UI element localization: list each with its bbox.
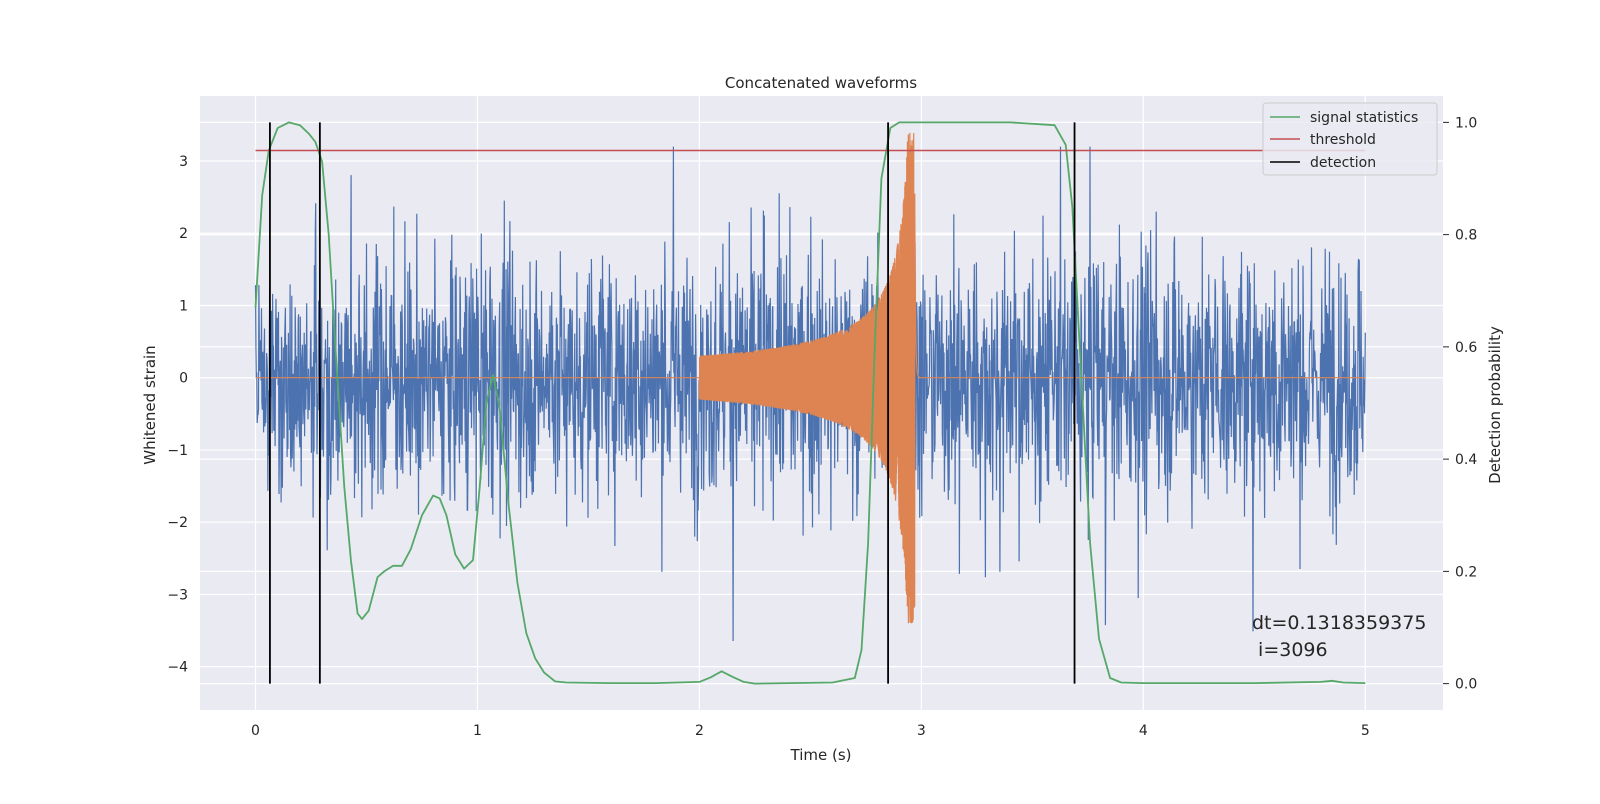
chart-title: Concatenated waveforms bbox=[725, 74, 917, 92]
y-tick-label: −2 bbox=[167, 515, 188, 531]
y-right-tick-label: 0.4 bbox=[1455, 452, 1477, 468]
axis-ticks: 0 1 2 3 4 5 −4 −3 −2 −1 0 1 2 3 0.0 0.2 0.4 0.6 0.8 1.0 bbox=[167, 115, 1477, 739]
x-tick-label: 2 bbox=[695, 723, 704, 739]
legend-label-detection: detection bbox=[1310, 155, 1376, 171]
y-right-tick-label: 0.0 bbox=[1455, 677, 1477, 693]
x-tick-label: 4 bbox=[1139, 723, 1148, 739]
y-tick-label: 3 bbox=[179, 154, 188, 170]
x-axis-label: Time (s) bbox=[790, 746, 852, 764]
strain-series-line bbox=[254, 146, 1366, 642]
y-tick-label: −1 bbox=[167, 443, 188, 459]
y-right-tick-label: 0.8 bbox=[1455, 228, 1477, 244]
legend-label-threshold: threshold bbox=[1310, 132, 1376, 148]
y-axis-label: Whitened strain bbox=[141, 345, 159, 464]
x-tick-label: 3 bbox=[917, 723, 926, 739]
x-tick-label: 1 bbox=[473, 723, 482, 739]
legend-box bbox=[1262, 102, 1438, 176]
y-right-tick-label: 0.6 bbox=[1455, 340, 1477, 356]
y-tick-label: 0 bbox=[179, 371, 188, 387]
legend-label-signal-statistics: signal statistics bbox=[1310, 110, 1418, 126]
y-tick-label: −3 bbox=[167, 587, 188, 603]
x-tick-label: 0 bbox=[251, 723, 260, 739]
y-tick-label: −4 bbox=[167, 660, 188, 676]
annotation-index: i=3096 bbox=[1252, 639, 1328, 661]
plot-area bbox=[254, 121, 1366, 685]
signal-statistics-line bbox=[254, 121, 1366, 685]
chirp-series-line bbox=[255, 132, 1366, 624]
y-axis-right-label: Detection probability bbox=[1486, 326, 1504, 484]
y-tick-label: 2 bbox=[179, 226, 188, 242]
x-tick-label: 5 bbox=[1361, 723, 1370, 739]
legend: signal statistics threshold detection bbox=[1262, 102, 1438, 176]
y-tick-label: 1 bbox=[179, 298, 188, 314]
annotation: dt=0.1318359375 i=3096 bbox=[1252, 612, 1426, 661]
y-right-tick-label: 1.0 bbox=[1455, 115, 1477, 131]
annotation-dt: dt=0.1318359375 bbox=[1252, 612, 1426, 634]
y-right-tick-label: 0.2 bbox=[1455, 564, 1477, 580]
